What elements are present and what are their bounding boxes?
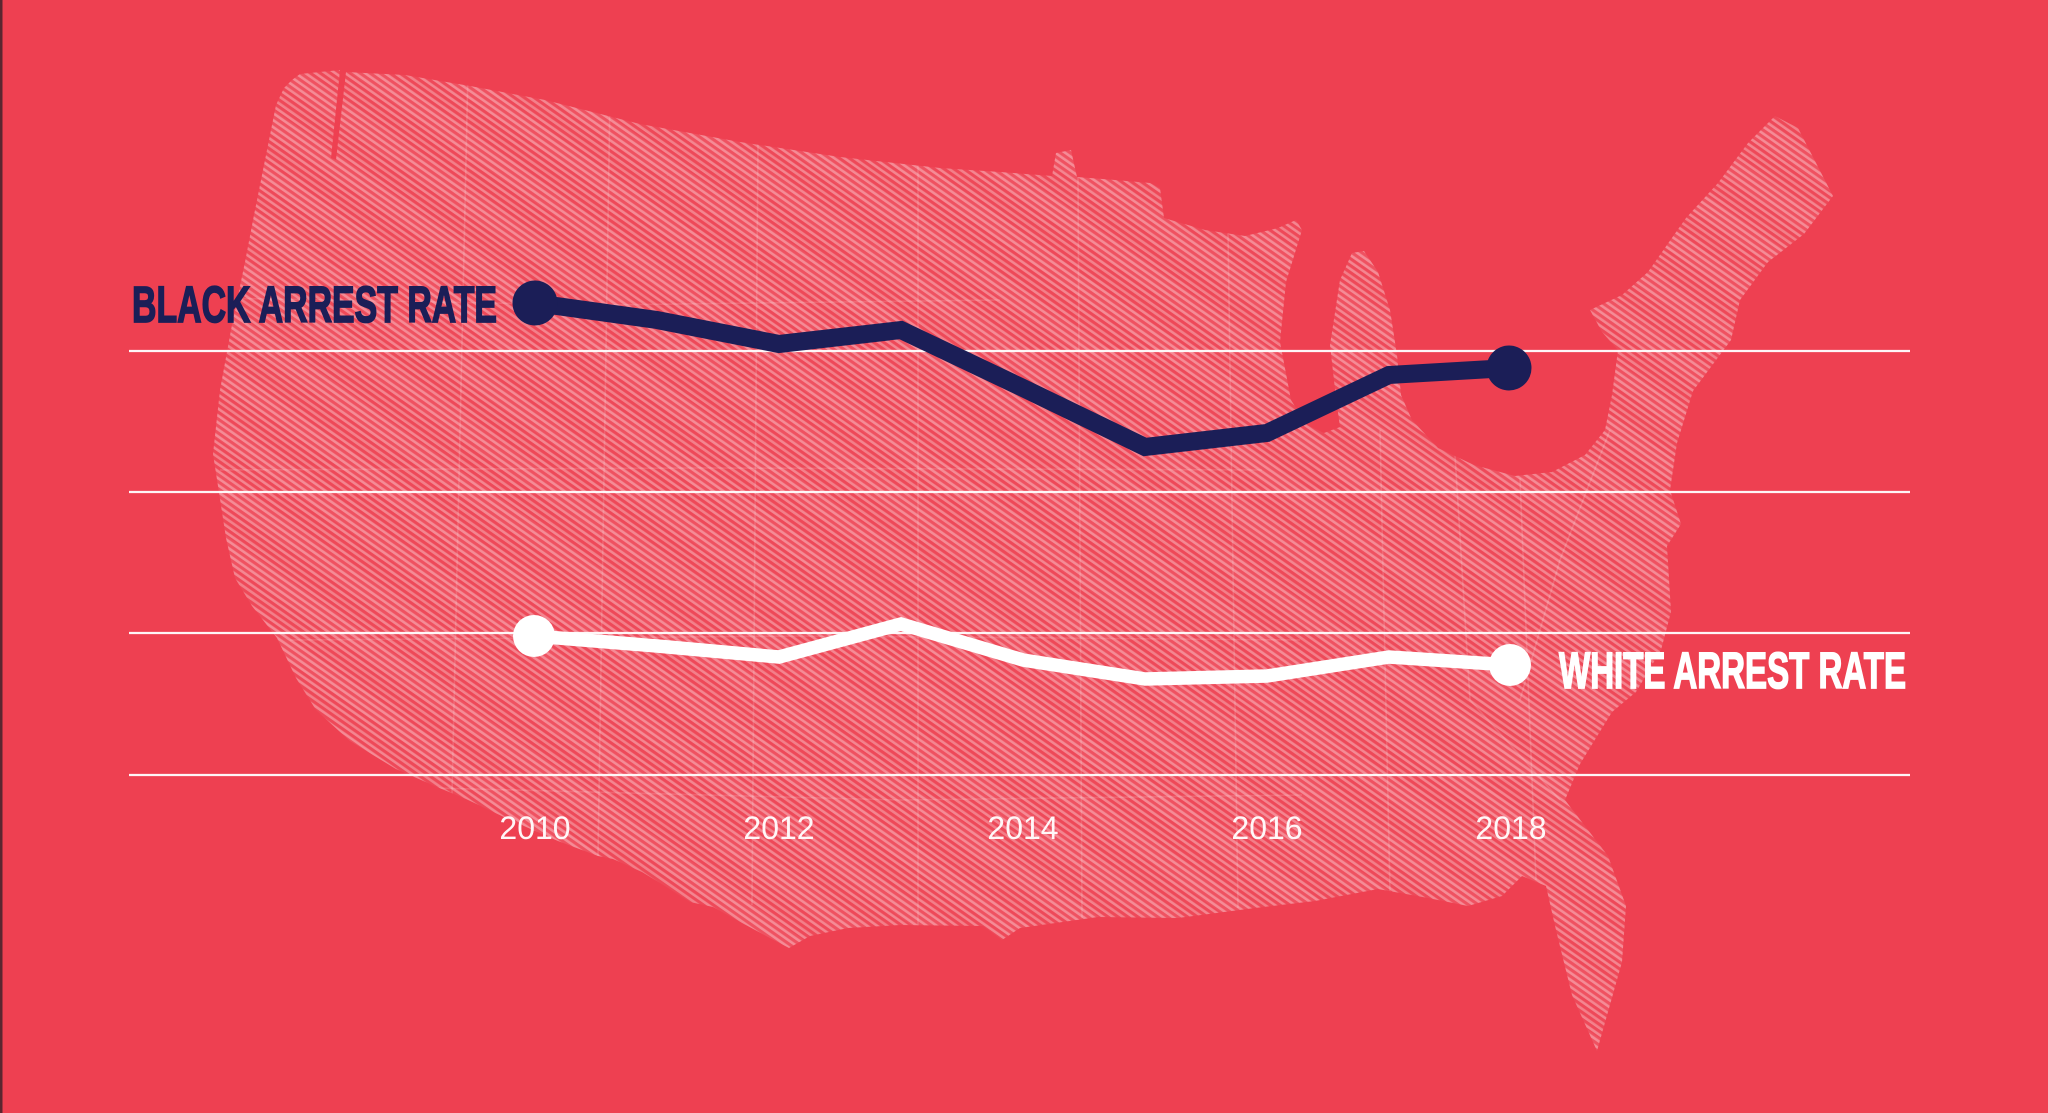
svg-text:BLACK ARREST RATE: BLACK ARREST RATE (132, 276, 497, 333)
svg-text:2012: 2012 (743, 810, 814, 846)
svg-text:2016: 2016 (1231, 810, 1302, 846)
svg-text:2014: 2014 (987, 810, 1058, 846)
svg-text:WHITE ARREST RATE: WHITE ARREST RATE (1559, 642, 1906, 699)
svg-text:2018: 2018 (1475, 810, 1546, 846)
svg-text:2010: 2010 (499, 810, 570, 846)
